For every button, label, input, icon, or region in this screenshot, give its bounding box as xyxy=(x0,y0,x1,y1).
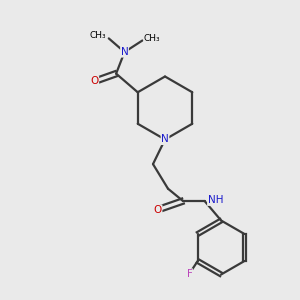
Text: CH₃: CH₃ xyxy=(89,32,106,40)
Text: O: O xyxy=(154,205,162,215)
Text: F: F xyxy=(187,269,193,279)
Text: CH₃: CH₃ xyxy=(144,34,160,43)
Text: N: N xyxy=(121,47,128,57)
Text: N: N xyxy=(161,134,169,145)
Text: NH: NH xyxy=(208,195,223,206)
Text: O: O xyxy=(90,76,99,86)
